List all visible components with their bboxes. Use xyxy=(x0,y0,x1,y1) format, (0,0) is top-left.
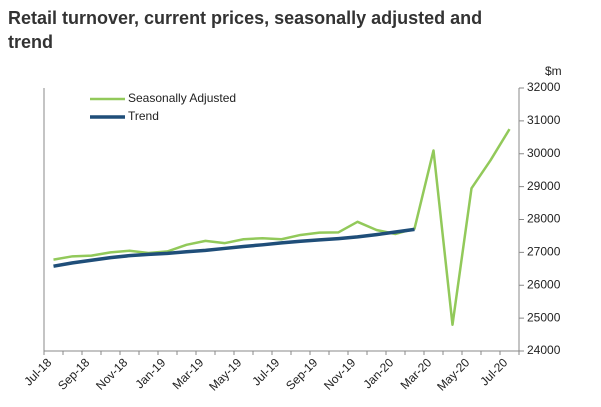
legend-label: Trend xyxy=(128,109,159,123)
legend-label: Seasonally Adjusted xyxy=(128,91,236,105)
y-tick-label: 31000 xyxy=(527,113,561,127)
y-unit: $m xyxy=(545,64,562,78)
x-tick-label: Jan-20 xyxy=(361,355,397,391)
x-tick-label: May-19 xyxy=(206,355,244,393)
x-tick-label: Mar-20 xyxy=(398,355,435,392)
x-tick-label: Sep-19 xyxy=(283,355,320,392)
series-line xyxy=(53,227,415,268)
y-tick-label: 29000 xyxy=(527,179,561,193)
x-tick-label: Mar-19 xyxy=(170,355,207,392)
x-tick-label: Jul-18 xyxy=(21,355,54,388)
y-tick-label: 30000 xyxy=(527,146,561,160)
y-tick-label: 26000 xyxy=(527,277,561,291)
y-tick-label: 27000 xyxy=(527,245,561,259)
x-tick-label: Sep-18 xyxy=(55,355,92,392)
series-line xyxy=(53,128,511,326)
x-tick-label: Nov-19 xyxy=(321,355,358,392)
x-tick-label: Nov-18 xyxy=(93,355,130,392)
y-tick-label: 24000 xyxy=(527,343,561,357)
y-tick-label: 28000 xyxy=(527,212,561,226)
x-tick-label: Jul-20 xyxy=(477,355,510,388)
x-tick-label: Jan-19 xyxy=(133,355,169,391)
y-tick-label: 25000 xyxy=(527,310,561,324)
x-tick-label: May-20 xyxy=(434,355,472,393)
y-tick-label: 32000 xyxy=(527,80,561,94)
x-tick-label: Jul-19 xyxy=(249,355,282,388)
chart-title: Retail turnover, current prices, seasona… xyxy=(8,8,482,52)
